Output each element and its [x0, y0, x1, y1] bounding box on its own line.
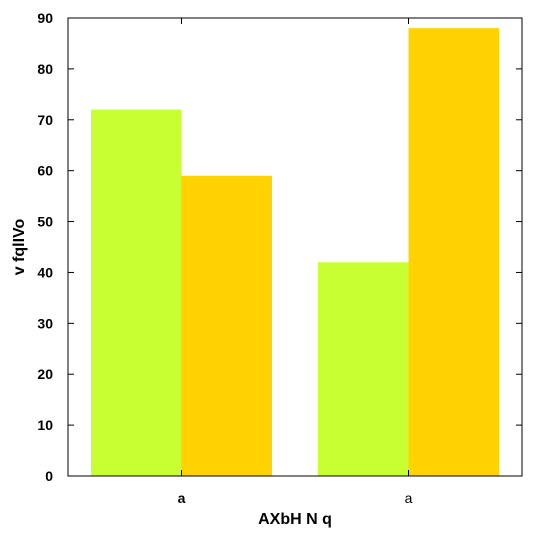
y-tick-label-80: 80 [37, 61, 53, 77]
plot-frame [67, 17, 523, 477]
bar-series1-cat2 [318, 262, 409, 476]
y-tick-label-20: 20 [37, 366, 53, 382]
y-tick-label-70: 70 [37, 112, 53, 128]
bar-series2-cat1 [181, 175, 272, 476]
y-tick-label-40: 40 [37, 264, 53, 280]
y-tick-label-30: 30 [37, 315, 53, 331]
x-tick-label-2: a [405, 490, 413, 506]
y-tick-label-90: 90 [37, 10, 53, 26]
x-tick-label-1: a [178, 490, 186, 506]
y-tick-label-50: 50 [37, 214, 53, 230]
y-tick-label-60: 60 [37, 163, 53, 179]
y-axis-label: v fqlIVo [11, 218, 28, 275]
bar-series1-cat1 [91, 109, 182, 476]
x-axis-label: AXbH N q [258, 511, 332, 528]
bars-layer [91, 28, 499, 477]
tick-labels-layer: a a 0 10 20 30 40 50 60 70 80 90 [37, 10, 412, 506]
y-tick-label-0: 0 [45, 468, 53, 484]
y-tick-label-10: 10 [37, 417, 53, 433]
bar-series2-cat2 [408, 28, 499, 477]
